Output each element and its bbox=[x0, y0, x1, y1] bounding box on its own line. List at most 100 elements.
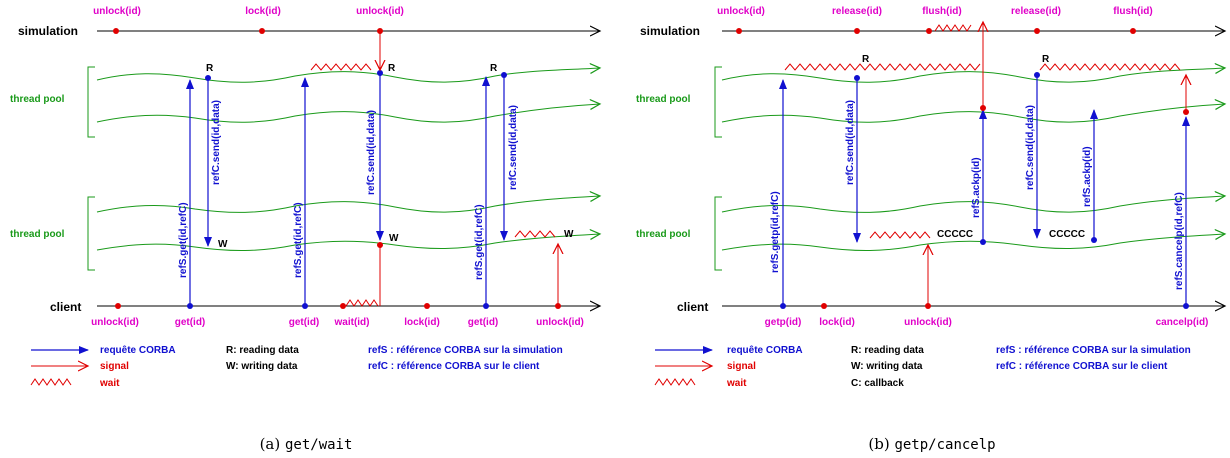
legend-signal: signal bbox=[727, 361, 756, 372]
legend-wait: wait bbox=[99, 378, 120, 389]
sim-event-label: lock(id) bbox=[245, 6, 281, 17]
legend-writing: W: writing data bbox=[851, 361, 923, 372]
client-event-label: unlock(id) bbox=[536, 317, 584, 328]
pool-top-bracket bbox=[87, 66, 95, 138]
legend-refc: refC : référence CORBA sur le client bbox=[996, 361, 1168, 372]
wait-zigzag bbox=[345, 299, 379, 307]
event-dot bbox=[424, 303, 430, 309]
lane-label-simulation: simulation bbox=[18, 24, 78, 38]
pool-bottom-bracket bbox=[87, 196, 95, 271]
caption-prefix: (b) bbox=[868, 435, 894, 453]
event-dot bbox=[1130, 28, 1136, 34]
event-dot bbox=[377, 242, 383, 248]
event-dot bbox=[259, 28, 265, 34]
marker-write: W bbox=[389, 233, 399, 244]
legend-wait-zigzag bbox=[654, 378, 696, 386]
lane-label-simulation: simulation bbox=[640, 24, 700, 38]
pool-bottom-bracket bbox=[714, 196, 722, 271]
event-dot bbox=[926, 28, 932, 34]
call-label: refC.send(id,data) bbox=[366, 110, 377, 195]
caption-a: (a) get/wait bbox=[260, 435, 353, 453]
call-label: refC.send(id,data) bbox=[845, 100, 856, 185]
event-dot bbox=[980, 105, 986, 111]
marker-callback: CCCCC bbox=[1049, 229, 1085, 240]
lane-label-pool-top: thread pool bbox=[636, 94, 691, 105]
call-label: refC.send(id,data) bbox=[508, 105, 519, 190]
pool-top-bracket bbox=[714, 66, 722, 138]
panel-a: simulation thread pool thread pool clien… bbox=[10, 6, 600, 453]
call-label: refS.ackp(id) bbox=[971, 157, 982, 218]
legend-wait: wait bbox=[726, 378, 747, 389]
event-dot bbox=[340, 303, 346, 309]
call-label: refC.send(id,data) bbox=[1025, 105, 1036, 190]
panel-b: simulation thread pool thread pool clien… bbox=[636, 6, 1225, 453]
marker-read: R bbox=[388, 63, 396, 74]
client-event-label: lock(id) bbox=[404, 317, 440, 328]
sim-event-label: unlock(id) bbox=[93, 6, 141, 17]
client-event-label: get(id) bbox=[289, 317, 320, 328]
caption-code: get/wait bbox=[285, 437, 352, 453]
wait-zigzag bbox=[514, 230, 556, 238]
legend-refc: refC : référence CORBA sur le client bbox=[368, 361, 540, 372]
call-label: refS.get(id,refC) bbox=[293, 202, 304, 278]
event-dot bbox=[377, 70, 383, 76]
event-dot bbox=[1034, 72, 1040, 78]
legend-corba: requête CORBA bbox=[100, 345, 176, 356]
legend-corba: requête CORBA bbox=[727, 345, 803, 356]
event-dot bbox=[1183, 109, 1189, 115]
thread-line bbox=[96, 68, 600, 83]
call-label: refC.send(id,data) bbox=[211, 100, 222, 185]
thread-line bbox=[721, 196, 1225, 213]
legend-wait-zigzag bbox=[30, 378, 72, 386]
lane-label-pool-top: thread pool bbox=[10, 94, 65, 105]
client-event-label: wait(id) bbox=[334, 317, 370, 328]
thread-line bbox=[96, 234, 600, 252]
thread-line bbox=[96, 196, 600, 213]
legend-reading: R: reading data bbox=[226, 345, 299, 356]
caption-code: getp/cancelp bbox=[894, 437, 995, 453]
wait-zigzag bbox=[934, 24, 972, 32]
thread-line bbox=[721, 68, 1225, 83]
client-event-label: lock(id) bbox=[819, 317, 855, 328]
lane-label-client: client bbox=[50, 300, 81, 314]
client-event-label: cancelp(id) bbox=[1156, 317, 1209, 328]
marker-write: W bbox=[218, 239, 228, 250]
event-dot bbox=[205, 75, 211, 81]
lane-label-client: client bbox=[677, 300, 708, 314]
thread-line bbox=[721, 234, 1225, 252]
thread-line bbox=[96, 104, 600, 123]
event-dot bbox=[821, 303, 827, 309]
marker-read: R bbox=[862, 54, 870, 65]
sim-event-label: unlock(id) bbox=[717, 6, 765, 17]
event-dot bbox=[736, 28, 742, 34]
marker-read: R bbox=[1042, 54, 1050, 65]
legend-callback: C: callback bbox=[851, 378, 904, 389]
lane-label-pool-bottom: thread pool bbox=[10, 229, 65, 240]
marker-callback: CCCCC bbox=[937, 229, 973, 240]
call-label: refS.ackp(id) bbox=[1082, 146, 1093, 207]
caption-prefix: (a) bbox=[260, 435, 285, 453]
wait-zigzag bbox=[869, 231, 931, 239]
legend-refs: refS : référence CORBA sur la simulation bbox=[996, 345, 1191, 356]
event-dot bbox=[501, 72, 507, 78]
event-dot bbox=[980, 239, 986, 245]
client-event-label: unlock(id) bbox=[91, 317, 139, 328]
wait-zigzag bbox=[310, 63, 372, 71]
marker-read: R bbox=[490, 63, 498, 74]
event-dot bbox=[113, 28, 119, 34]
event-dot bbox=[115, 303, 121, 309]
legend-reading: R: reading data bbox=[851, 345, 924, 356]
marker-read: R bbox=[206, 63, 214, 74]
wait-zigzag bbox=[784, 63, 981, 71]
caption-b: (b) getp/cancelp bbox=[868, 435, 995, 453]
legend-writing: W: writing data bbox=[226, 361, 298, 372]
call-label: refS.get(id,refC) bbox=[474, 204, 485, 280]
client-event-label: getp(id) bbox=[765, 317, 802, 328]
event-dot bbox=[1091, 237, 1097, 243]
call-label: refS.get(id,refC) bbox=[178, 202, 189, 278]
legend-signal: signal bbox=[100, 361, 129, 372]
wait-zigzag bbox=[1039, 63, 1181, 71]
sim-event-label: release(id) bbox=[1011, 6, 1061, 17]
call-label: refS.cancelp(id,refC) bbox=[1174, 192, 1185, 290]
